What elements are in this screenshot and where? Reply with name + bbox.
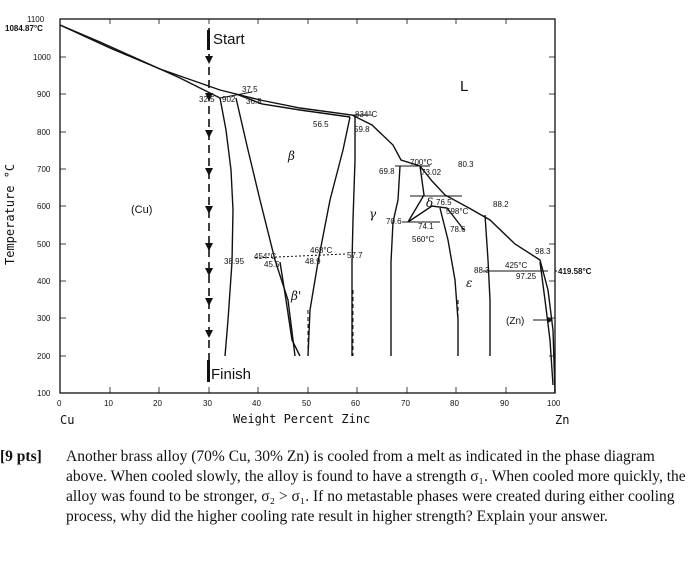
delta-region — [407, 165, 465, 231]
label-45-5: 45.5 — [264, 260, 280, 269]
beta-right-boundary — [235, 93, 351, 118]
solidus-line — [59, 24, 221, 99]
points-label: [9 pts] — [0, 448, 42, 465]
y-axis-label: Temperature °C — [3, 164, 17, 265]
label-38-95: 38.95 — [224, 257, 245, 266]
x-right-element: Zn — [555, 413, 569, 427]
cooling-arrowheads — [205, 56, 213, 338]
beta-prime-left-line — [279, 261, 301, 357]
label-78-6: 78.6 — [450, 225, 466, 234]
start-marker — [207, 30, 210, 50]
label-36-8: 36.8 — [246, 97, 262, 106]
x-tick-60: 60 — [351, 399, 360, 408]
phase-zn: (Zn) — [506, 316, 524, 327]
y-tick-400: 400 — [37, 277, 51, 286]
label-37-5: 37.5 — [242, 85, 258, 94]
label-834: 834°C — [355, 110, 378, 119]
tick-marks — [60, 18, 555, 393]
label-88-2: 88.2 — [493, 200, 509, 209]
label-48-9: 48.9 — [305, 257, 321, 266]
low-temp-dashed-lines — [307, 290, 491, 356]
label-56-5: 56.5 — [313, 120, 329, 129]
start-label: Start — [213, 31, 246, 48]
cu-melting-label: 1084.87°C — [5, 24, 43, 33]
x-left-element: Cu — [60, 413, 74, 427]
phase-epsilon: ε — [466, 276, 472, 290]
cu-solvus-line — [219, 97, 234, 357]
x-tick-0: 0 — [57, 399, 62, 408]
x-tick-90: 90 — [500, 399, 509, 408]
cu-zn-phase-diagram: 1100 1000 900 800 700 600 500 400 300 20… — [3, 15, 592, 427]
y-tick-300: 300 — [37, 314, 51, 323]
phase-liquid: L — [460, 78, 468, 95]
label-454: 454°C — [254, 252, 277, 261]
label-598: 598°C — [446, 207, 469, 216]
finish-label: Finish — [211, 366, 251, 383]
y-tick-200: 200 — [37, 352, 51, 361]
finish-marker — [207, 360, 210, 382]
x-tick-30: 30 — [203, 399, 212, 408]
x-tick-100: 100 — [547, 399, 561, 408]
label-88-3: 88.3 — [474, 266, 490, 275]
label-69-8: 69.8 — [379, 167, 395, 176]
y-tick-500: 500 — [37, 240, 51, 249]
question-text: Another brass alloy (70% Cu, 30% Zn) is … — [66, 448, 686, 525]
phase-boundaries — [59, 24, 556, 394]
beta-gamma-boundary — [307, 116, 351, 357]
y-tick-800: 800 — [37, 128, 51, 137]
zn-melting-label: 419.58°C — [558, 267, 592, 276]
label-70-6: 70.6 — [386, 217, 402, 226]
isotherms — [219, 91, 548, 272]
epsilon-right-boundary — [484, 214, 491, 356]
label-468: 468°C — [310, 246, 333, 255]
label-59-8: 59.8 — [354, 125, 370, 134]
phase-cu: (Cu) — [131, 204, 152, 216]
label-57-7: 57.7 — [347, 251, 363, 260]
x-tick-80: 80 — [450, 399, 459, 408]
zn-arrowhead — [548, 317, 553, 323]
label-425: 425°C — [505, 261, 528, 270]
label-32-5: 32.5 — [199, 95, 215, 104]
y-tick-700: 700 — [37, 165, 51, 174]
phase-delta: δ — [426, 196, 433, 210]
label-76-5: 76.5 — [436, 198, 452, 207]
label-74-1: 74.1 — [418, 222, 434, 231]
y-tick-600: 600 — [37, 202, 51, 211]
point-labels: 32.5 902 37.5 36.8 56.5 834°C 59.8 69.8 … — [199, 85, 551, 281]
x-tick-20: 20 — [153, 399, 162, 408]
x-tick-70: 70 — [401, 399, 410, 408]
x-axis-label: Weight Percent Zinc — [233, 412, 370, 426]
label-80-3: 80.3 — [458, 160, 474, 169]
y-tick-1000: 1000 — [33, 53, 51, 62]
liquidus-line — [59, 24, 556, 394]
x-tick-40: 40 — [252, 399, 261, 408]
gamma-right-boundary — [390, 165, 401, 356]
label-560: 560°C — [412, 235, 435, 244]
y-tick-1100: 1100 — [27, 15, 45, 24]
phase-gamma: γ — [369, 207, 377, 221]
label-902: 902 — [222, 95, 236, 104]
beta-left-boundary — [235, 97, 296, 357]
phase-beta-prime: β' — [290, 289, 301, 303]
y-tick-100: 100 — [37, 389, 51, 398]
label-97-25: 97.25 — [516, 272, 537, 281]
label-73-02: 73.02 — [421, 168, 442, 177]
label-98-3: 98.3 — [535, 247, 551, 256]
x-tick-50: 50 — [302, 399, 311, 408]
phase-beta: β — [287, 149, 295, 163]
y-tick-900: 900 — [37, 90, 51, 99]
zn-solvus-line — [539, 261, 554, 386]
gamma-left-boundary — [351, 117, 356, 356]
x-tick-10: 10 — [104, 399, 113, 408]
label-700: 700°C — [410, 158, 433, 167]
